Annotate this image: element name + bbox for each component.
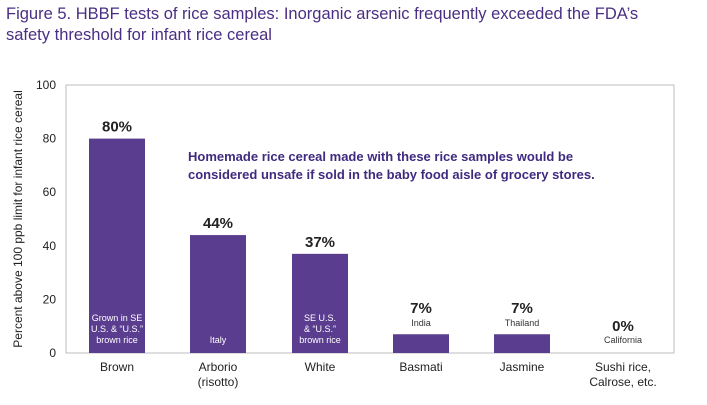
value-label: 7% <box>410 300 432 317</box>
x-category-label: Arborio <box>199 360 238 374</box>
value-label: 44% <box>203 215 233 232</box>
bars: 80%Grown in SEU.S. & “U.S.”brown rice44%… <box>89 119 642 353</box>
x-category-label: Calrose, etc. <box>589 375 656 389</box>
y-tick-label: 0 <box>49 346 56 360</box>
x-category-label: Basmati <box>399 360 442 374</box>
bar <box>89 138 145 353</box>
origin-label: Thailand <box>505 318 540 328</box>
origin-label: California <box>604 335 642 345</box>
title-line-1: Figure 5. HBBF tests of rice samples: In… <box>6 5 639 23</box>
annotation-line: considered unsafe if sold in the baby fo… <box>188 167 595 182</box>
origin-label: U.S. & “U.S.” <box>91 324 143 334</box>
y-tick-label: 60 <box>43 185 57 199</box>
x-category-label: Jasmine <box>500 360 545 374</box>
origin-label: India <box>411 318 431 328</box>
y-tick-label: 40 <box>43 239 57 253</box>
origin-label: & “U.S.” <box>304 324 336 334</box>
value-label: 7% <box>511 300 533 317</box>
y-tick-label: 100 <box>36 78 56 92</box>
x-category-label: (risotto) <box>198 375 239 389</box>
value-label: 80% <box>102 119 132 136</box>
y-tick-label: 20 <box>43 292 57 306</box>
x-category-label: Sushi rice, <box>595 360 651 374</box>
origin-label: brown rice <box>299 335 341 345</box>
bar <box>292 253 348 353</box>
y-axis-label: Percent above 100 ppb limit for infant r… <box>11 90 25 347</box>
y-axis-ticks: 0 20 40 60 80 100 <box>36 78 56 360</box>
origin-label: SE U.S. <box>304 313 336 323</box>
chart-annotation: Homemade rice cereal made with these ric… <box>188 149 595 182</box>
y-tick-label: 80 <box>43 132 57 146</box>
x-category-label: Brown <box>100 360 134 374</box>
category-labels: Brown Arborio(risotto) White Basmati Jasmine… <box>100 360 657 389</box>
annotation-line: Homemade rice cereal made with these ric… <box>188 149 573 164</box>
origin-label: brown rice <box>96 335 138 345</box>
plot-frame <box>65 84 675 354</box>
bar <box>190 235 246 353</box>
origin-label: Italy <box>210 335 227 345</box>
bar <box>393 334 449 353</box>
origin-label: Grown in SE <box>92 313 143 323</box>
title-line-2: safety threshold for infant rice cereal <box>6 26 272 44</box>
value-label: 0% <box>612 318 634 335</box>
value-label: 37% <box>305 234 335 251</box>
bar <box>494 334 550 353</box>
x-category-label: White <box>305 360 336 374</box>
chart-title: Figure 5. HBBF tests of rice samples: In… <box>6 4 696 46</box>
